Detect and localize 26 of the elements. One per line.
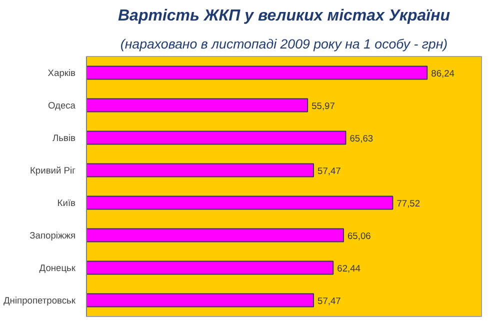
data-label: 86,24	[431, 68, 454, 78]
data-label: 65,06	[347, 230, 371, 241]
data-label: 57,47	[318, 166, 341, 176]
y-tick-label: Харків	[48, 68, 76, 78]
bar	[86, 163, 314, 178]
y-tick-label: Одеса	[48, 100, 76, 110]
chart-title: Вартість ЖКП у великих містах України	[118, 8, 450, 24]
bar	[86, 98, 308, 112]
chart-subtitle: (нараховано в листопаді 2009 року на 1 особу - грн)	[120, 36, 448, 52]
y-tick-label: Київ	[57, 198, 76, 208]
data-label: 77,52	[396, 198, 420, 208]
data-label: 57,47	[318, 296, 341, 306]
data-label: 62,44	[337, 263, 360, 274]
bar	[86, 293, 314, 308]
bar	[86, 130, 346, 145]
y-tick-label: Львів	[52, 132, 76, 143]
bar	[86, 196, 394, 210]
data-label: 65,63	[350, 133, 374, 144]
y-tick-label: Дніпропетровськ	[4, 295, 76, 306]
y-tick-label: Кривий Ріг	[30, 165, 76, 176]
y-tick-label: Запоріжжя	[30, 230, 76, 240]
data-label: 55,97	[312, 100, 335, 111]
bar	[86, 66, 428, 80]
bar	[86, 228, 344, 242]
y-tick-label: Донецьк	[39, 262, 76, 273]
bar	[86, 260, 334, 275]
